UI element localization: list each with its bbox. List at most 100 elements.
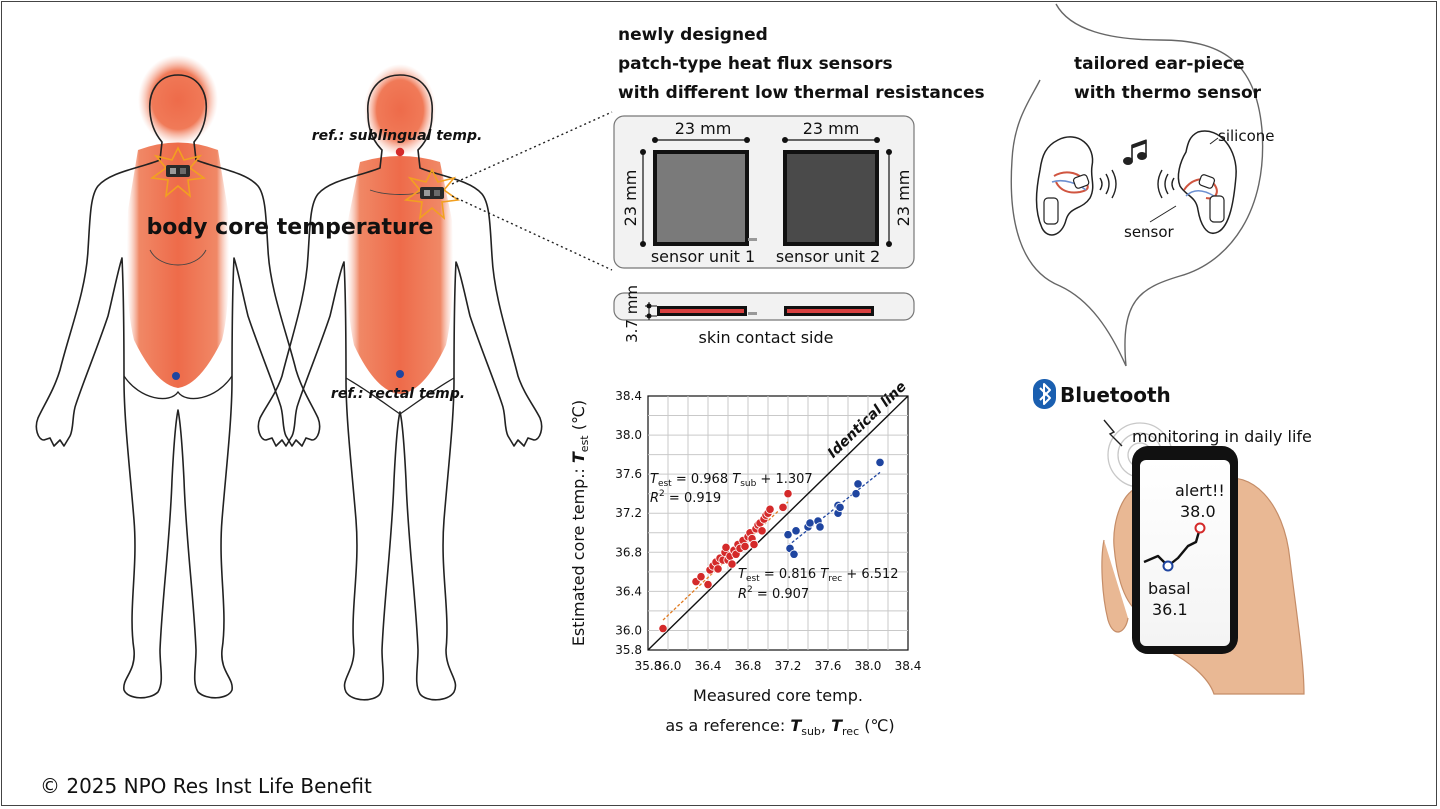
r2-value: = 0.919 xyxy=(665,491,721,506)
r2-var: R xyxy=(650,491,659,506)
data-point-sublingual xyxy=(778,502,788,512)
ear-sensor-label: sensor xyxy=(1124,223,1175,241)
y-tick-label: 38.4 xyxy=(615,389,642,403)
data-point-sublingual xyxy=(658,623,668,634)
red-fit-equation: Test = 0.968 Tsub + 1.307 xyxy=(650,472,813,489)
monitoring-label: monitoring in daily life xyxy=(1132,427,1312,446)
sensor-unit-2-label: sensor unit 2 xyxy=(776,247,880,266)
chart-points xyxy=(658,457,885,634)
side-unit-1-top xyxy=(657,306,747,309)
data-point-sublingual xyxy=(757,526,767,536)
spine-line-back xyxy=(149,249,207,266)
eq-sub: est xyxy=(658,479,672,489)
x-tick-label: 37.6 xyxy=(815,659,842,673)
sublingual-point xyxy=(395,147,405,157)
xlabel-var: T xyxy=(790,716,802,735)
ear-heading-line-1: tailored ear-piece xyxy=(1074,54,1245,74)
data-point-sublingual xyxy=(765,504,775,514)
side-unit-edge xyxy=(871,306,874,316)
data-point-rectal xyxy=(815,522,825,532)
basal-label: basal xyxy=(1148,579,1191,598)
sensor-patch-front xyxy=(420,187,444,199)
dim-endpoint xyxy=(886,149,892,155)
eq-var: T xyxy=(738,567,747,582)
sensor-patch-cell xyxy=(170,168,176,174)
data-point-rectal xyxy=(783,530,793,540)
xlabel-var: T xyxy=(831,716,843,735)
alert-marker xyxy=(1194,522,1206,534)
eq-mid: = 0.816 xyxy=(760,567,821,582)
phone-screen xyxy=(1140,460,1230,646)
data-point-sublingual xyxy=(696,572,706,582)
dim-endpoint xyxy=(646,303,652,309)
ylabel-var: T xyxy=(569,451,588,463)
data-point-sublingual xyxy=(727,559,737,569)
side-unit-2-bottom xyxy=(784,313,874,316)
sensor-heading-line-1: newly designed xyxy=(618,25,768,45)
x-tick-label: 36.0 xyxy=(655,659,682,673)
data-point-rectal xyxy=(789,549,799,559)
ear-heading-line-2: with thermo sensor xyxy=(1074,83,1262,103)
y-tick-label: 36.8 xyxy=(615,545,642,559)
thickness-label: 3.7 mm xyxy=(623,285,641,343)
rectal-point-front xyxy=(396,370,404,378)
data-point-sublingual xyxy=(713,564,723,574)
data-point-sublingual xyxy=(740,541,750,552)
core-glow-torso-front xyxy=(346,156,454,394)
sensor-patch-back xyxy=(166,165,190,177)
data-point-sublingual xyxy=(721,542,731,553)
eq-sub: sub xyxy=(740,479,756,489)
blue-fit-r2: R2 = 0.907 xyxy=(738,585,809,602)
sensor-unit-1-label: sensor unit 1 xyxy=(651,247,755,266)
chart-y-ticks: 35.8 36.4 36.8 37.2 37.6 38.0 38.4 36.0 xyxy=(615,389,642,657)
eq-sub: est xyxy=(746,574,760,584)
callout-line-bottom xyxy=(451,195,613,271)
music-note-icon xyxy=(1123,139,1147,165)
temperature-trend-line xyxy=(1143,527,1202,568)
basal-value: 36.1 xyxy=(1152,600,1188,619)
sound-wave-icon xyxy=(1164,173,1169,195)
chart-grid xyxy=(648,396,908,650)
bluetooth-label: Bluetooth xyxy=(1060,383,1171,407)
copyright-notice: © 2025 NPO Res Inst Life Benefit xyxy=(40,774,372,798)
ylabel-prefix: Estimated core temp.: xyxy=(569,463,588,646)
earpiece-left-wire-blue xyxy=(1051,179,1087,191)
sensor-patch-cell xyxy=(424,190,430,196)
data-point-rectal xyxy=(791,526,801,536)
y-tick-label: 37.2 xyxy=(615,506,642,520)
body-figure-back xyxy=(35,55,321,699)
r2-var: R xyxy=(738,587,747,602)
dim-endpoint xyxy=(640,241,646,247)
dim-endpoint xyxy=(782,137,788,143)
eq-var: T xyxy=(732,472,741,487)
x-tick-label: 36.4 xyxy=(695,659,722,673)
sound-wave-icon xyxy=(1105,173,1110,195)
r2-exp: 2 xyxy=(659,489,665,499)
eq-var: T xyxy=(820,567,829,582)
y-tick-label: 36.4 xyxy=(615,584,642,598)
sensor-heading-line-3: with different low thermal resistances xyxy=(618,83,985,103)
dim-endpoint xyxy=(886,241,892,247)
body-core-temperature-label: body core temperature xyxy=(147,215,434,240)
sensor-star-front xyxy=(403,168,461,220)
xlabel-sub: sub xyxy=(801,725,821,738)
signal-bolt-icon xyxy=(1103,419,1123,447)
eq-tail: + 6.512 xyxy=(842,567,898,582)
bluetooth-icon xyxy=(1033,379,1056,409)
y-tick-label: 38.0 xyxy=(615,428,642,442)
side-unit-edge xyxy=(784,306,787,316)
side-unit-edge xyxy=(657,306,660,316)
x-tick-label: 38.4 xyxy=(895,659,922,673)
blue-fit-equation: Test = 0.816 Trec + 6.512 xyxy=(738,567,899,584)
x-tick-label: 37.2 xyxy=(775,659,802,673)
sensor-unit-1-lead xyxy=(748,238,757,241)
red-fit-r2: R2 = 0.919 xyxy=(650,489,721,506)
sound-wave-icon xyxy=(1111,169,1117,199)
sensor-patch-cell xyxy=(180,168,186,174)
xlabel-prefix: as a reference: xyxy=(665,716,790,735)
x-axis-label-line-1: Measured core temp. xyxy=(693,686,863,705)
dim-endpoint xyxy=(640,149,646,155)
core-glow-head-back xyxy=(138,55,218,145)
x-axis-label-line-2: as a reference: Tsub, Trec (℃) xyxy=(665,716,894,738)
body-outline-back xyxy=(35,74,321,699)
